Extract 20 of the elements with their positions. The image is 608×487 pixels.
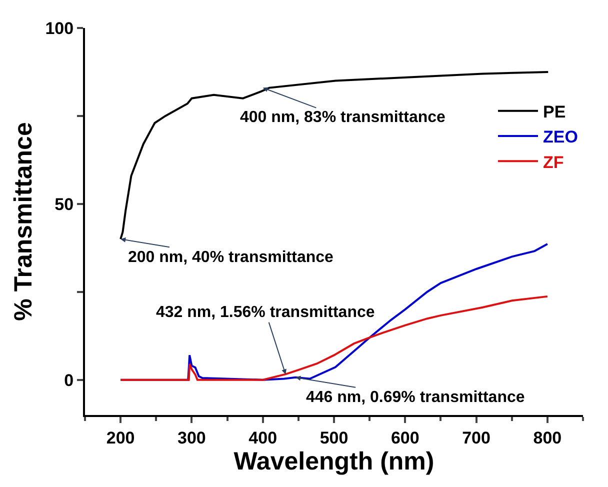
- annotation: 400 nm, 83% transmittance: [240, 109, 446, 126]
- annotation: 446 nm, 0.69% transmittance: [306, 389, 525, 406]
- legend-label: ZEO: [543, 128, 578, 147]
- y-tick-label: 100: [45, 18, 74, 38]
- x-tick-label: 700: [462, 428, 490, 448]
- y-axis-title: % Transmittance: [9, 122, 38, 321]
- x-tick-label: 300: [178, 428, 206, 448]
- x-tick-label: 200: [106, 428, 135, 448]
- y-tick-label: 0: [64, 370, 74, 390]
- legend-label: ZF: [543, 152, 564, 172]
- x-tick-label: 600: [390, 428, 420, 448]
- annotation: 200 nm, 40% transmittance: [128, 249, 334, 266]
- legend-label: PE: [543, 102, 566, 122]
- x-tick-label: 400: [248, 428, 278, 448]
- y-tick-label: 50: [54, 194, 74, 214]
- x-tick-label: 500: [320, 428, 348, 448]
- x-tick-label: 800: [533, 428, 562, 448]
- annotation: 432 nm, 1.56% transmittance: [156, 304, 375, 321]
- line-series: [120, 295, 548, 381]
- x-axis-title: Wavelength (nm): [234, 447, 434, 476]
